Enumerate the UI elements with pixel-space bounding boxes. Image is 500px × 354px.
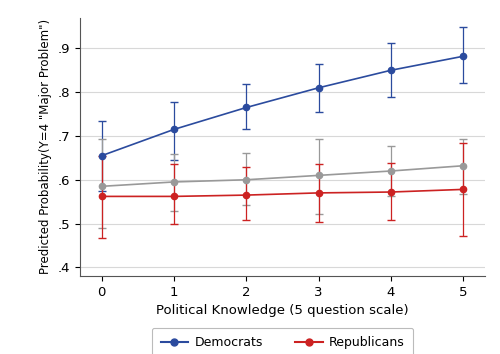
Y-axis label: Predicted Probability(Y=4 "Major Problem"): Predicted Probability(Y=4 "Major Problem… [39,19,52,274]
Legend: Democrats, Independents, Republicans: Democrats, Independents, Republicans [152,327,413,354]
X-axis label: Political Knowledge (5 question scale): Political Knowledge (5 question scale) [156,304,409,318]
